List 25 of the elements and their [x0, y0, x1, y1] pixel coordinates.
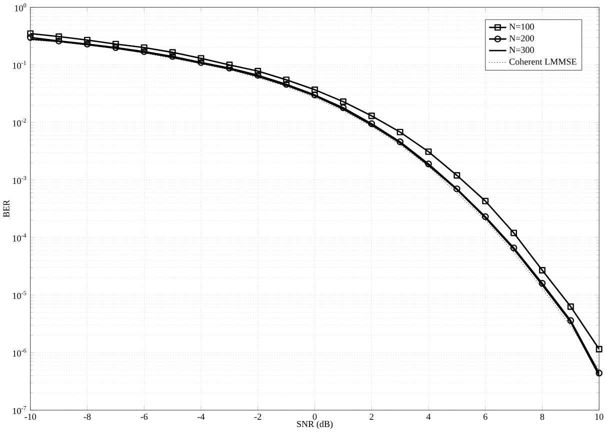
y-tick-label: 10$^{-1}$: [13, 60, 26, 69]
y-tick-label: 10$^{-2}$: [13, 118, 26, 126]
legend-label: N=200: [509, 35, 534, 42]
y-tick-label: 10$^{-5}$: [13, 290, 26, 299]
y-tick-label: 10$^{-6}$: [13, 348, 26, 356]
x-tick-label: -6: [140, 414, 148, 420]
x-tick-label: -8: [84, 414, 91, 420]
y-tick-label: 10$^{-3}$: [13, 176, 26, 184]
legend-label: N=300: [509, 46, 534, 53]
x-tick-label: 6: [483, 414, 488, 420]
x-tick-label: 2: [370, 414, 374, 420]
x-tick-label: 8: [540, 414, 544, 420]
y-tick-label: 10$^{-7}$: [13, 406, 26, 414]
x-tick-label: 10: [595, 414, 604, 420]
legend-label: N=100: [509, 24, 534, 30]
x-tick-label: -2: [254, 414, 262, 420]
x-tick-label: 4: [426, 414, 431, 420]
y-tick-label: 10$^{-4}$: [13, 233, 26, 242]
x-axis-title: SNR (dB): [297, 420, 333, 429]
y-tick-label: 10$^{0}$: [15, 3, 26, 12]
y-axis-title: BER: [3, 200, 10, 218]
x-tick-label: 0: [312, 414, 317, 420]
x-tick-label: -10: [24, 414, 36, 420]
legend-label: Coherent LMMSE: [509, 58, 576, 65]
x-tick-label: -4: [198, 414, 205, 420]
